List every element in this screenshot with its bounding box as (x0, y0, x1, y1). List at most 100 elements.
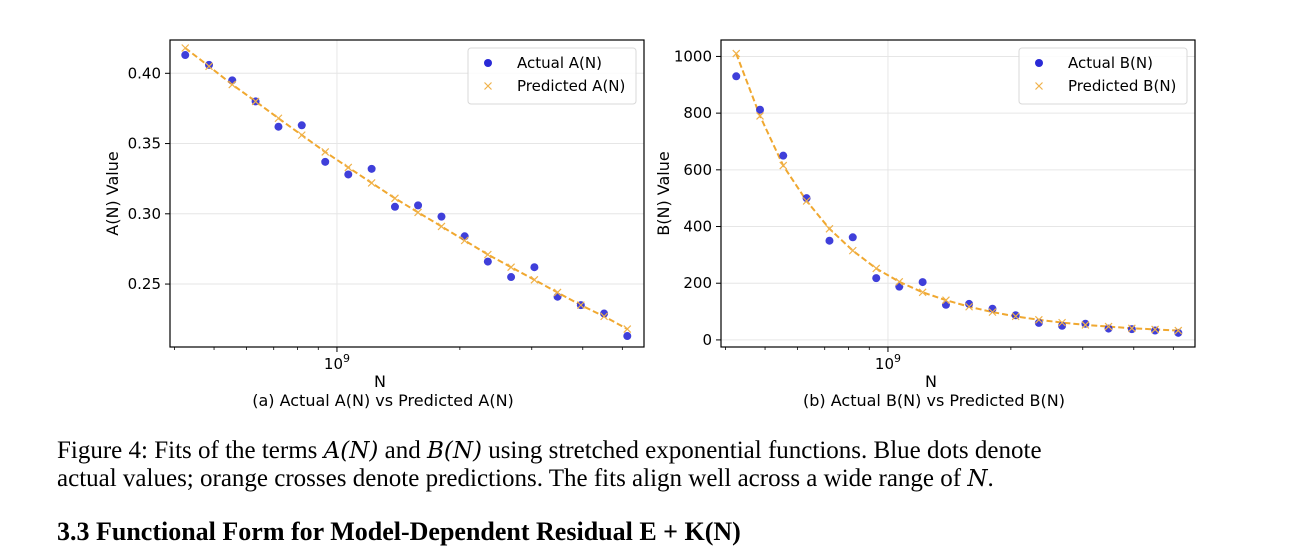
predicted-point (1034, 315, 1043, 324)
predicted-point (872, 264, 881, 273)
actual-point (848, 233, 857, 242)
predicted-point (228, 80, 237, 89)
actual-point (918, 278, 927, 287)
predicted-point (391, 194, 399, 203)
actual-point (825, 236, 834, 245)
predicted-point (802, 197, 811, 205)
y-tick-label: 600 (683, 161, 712, 179)
predicted-point (1104, 322, 1113, 331)
section-heading: 3.3 Functional Form for Model-Dependent … (57, 517, 741, 546)
predicted-point (1011, 312, 1020, 321)
caption-term-a: A(N) (323, 438, 379, 464)
x-tick-label: 109 (324, 352, 350, 373)
caption-text: Fits of the terms (154, 437, 318, 464)
chart-a: 0.25 0.30 0.35 0.40 109 N A(N) Value (a) Actual… (103, 39, 645, 410)
legend-predicted-marker (484, 82, 492, 90)
actual-point (732, 72, 741, 81)
caption-label: Figure 4: (57, 437, 148, 464)
actual-point (872, 274, 881, 283)
predicted-point (205, 62, 213, 71)
predicted-point (576, 301, 585, 310)
y-axis-label: A(N) Value (103, 151, 122, 235)
y-tick-label: 200 (683, 274, 712, 292)
predicted-point (1081, 320, 1090, 329)
actual-point (1104, 324, 1113, 333)
actual-point (756, 105, 765, 114)
predicted-point (848, 246, 857, 255)
actual-point (1127, 325, 1136, 334)
actual-point (297, 121, 306, 130)
actual-point (507, 273, 516, 282)
legend-actual-label: Actual A(N) (517, 54, 602, 72)
x-axis-label: N (374, 372, 386, 391)
predicted-point (321, 148, 330, 156)
predicted-point (553, 288, 562, 297)
predicted-point (1127, 324, 1136, 333)
actual-point (530, 263, 539, 272)
caption-text-2: using stretched exponential functions. B… (488, 437, 1042, 464)
legend: Actual B(N) Predicted B(N) (1018, 47, 1188, 105)
plot-frame (169, 39, 645, 348)
chart-subtitle: (a) Actual A(N) vs Predicted A(N) (252, 391, 514, 410)
actual-point (623, 332, 632, 341)
legend-predicted-label: Predicted B(N) (1068, 77, 1176, 95)
predicted-point (1174, 326, 1183, 335)
predicted-point (779, 161, 788, 170)
legend-box (1018, 47, 1188, 105)
y-tick-label: 400 (683, 218, 712, 236)
predicted-point (274, 114, 283, 123)
actual-point (600, 309, 609, 318)
predicted-point (483, 250, 492, 259)
actual-point (181, 51, 190, 60)
predicted-point (344, 163, 353, 172)
actual-point (1058, 321, 1067, 330)
actual-point (802, 194, 811, 203)
predicted-point (756, 112, 764, 120)
actual-point (1011, 311, 1020, 320)
legend-predicted-label: Predicted A(N) (517, 77, 625, 95)
actual-point (367, 164, 376, 173)
legend-actual-marker (1035, 59, 1043, 67)
actual-point (274, 122, 283, 131)
caption-end: . (987, 465, 994, 492)
caption-line-2: actual values; orange crosses denote pre… (57, 465, 962, 492)
actual-point (344, 170, 353, 179)
predicted-point (825, 224, 834, 233)
actual-point (483, 257, 492, 266)
predicted-point (460, 236, 469, 245)
legend-box (467, 47, 637, 105)
predicted-point (1151, 325, 1160, 334)
y-tick-label: 1000 (674, 47, 712, 65)
predicted-fit-line (735, 53, 1179, 332)
actual-point (779, 151, 788, 160)
actual-point (1174, 328, 1183, 337)
legend-actual-label: Actual B(N) (1068, 54, 1153, 72)
predicted-point (895, 277, 904, 286)
caption-term-n: N (967, 466, 988, 492)
legend-predicted-marker (1035, 82, 1043, 90)
actual-point (414, 201, 423, 210)
predicted-point (437, 222, 446, 231)
chart-b: 0 200 400 600 800 1000 109 N B(N) Value (b) Actua… (654, 39, 1196, 410)
y-tick-label: 0.35 (128, 135, 161, 153)
predicted-point (988, 308, 997, 317)
actual-point (941, 300, 950, 309)
predicted-point (414, 208, 422, 217)
predicted-point (942, 296, 950, 305)
predicted-point (251, 97, 260, 106)
predicted-point (918, 288, 927, 297)
actual-point (321, 157, 330, 166)
chart-subtitle: (b) Actual B(N) vs Predicted B(N) (803, 391, 1065, 410)
predicted-point (1058, 318, 1067, 327)
predicted-point (623, 325, 632, 333)
y-tick-label: 0.25 (128, 275, 161, 293)
predicted-point (600, 312, 609, 321)
predicted-point (530, 275, 539, 284)
y-tick-label: 0.30 (128, 205, 161, 223)
y-tick-label: 0.40 (128, 64, 161, 82)
predicted-point (965, 302, 973, 311)
x-axis-label: N (925, 372, 937, 391)
predicted-point (297, 131, 306, 140)
predicted-point (181, 44, 190, 52)
actual-point (1034, 318, 1043, 327)
